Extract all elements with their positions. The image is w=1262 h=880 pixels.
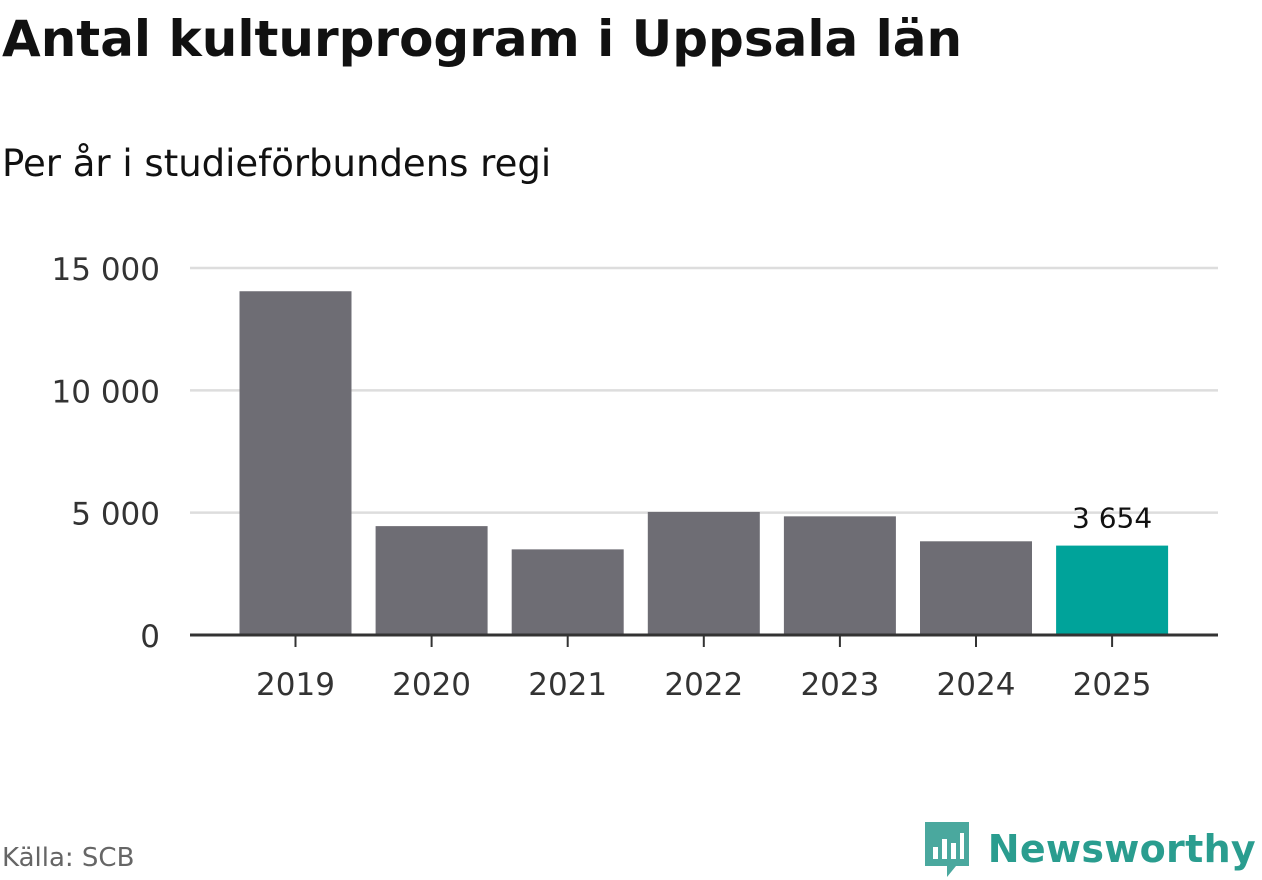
- bar-chart: 0 5 000 10 000 15 000 2019 2020 2021 2022 2023 20…: [52, 252, 1218, 703]
- x-tick-label: 2024: [937, 667, 1016, 703]
- y-tick-label: 0: [140, 619, 160, 655]
- bar: [375, 526, 488, 635]
- y-tick-label: 10 000: [52, 374, 160, 410]
- newsworthy-logo-icon: [924, 822, 969, 877]
- bar: [1056, 545, 1169, 635]
- y-tick-label: 15 000: [52, 252, 160, 288]
- x-tick-label: 2020: [392, 667, 471, 703]
- source-note: Källa: SCB: [2, 843, 135, 873]
- x-tick-label: 2021: [528, 667, 607, 703]
- brand-name: Newsworthy: [987, 827, 1256, 871]
- bar: [920, 541, 1032, 635]
- bar: [511, 549, 624, 635]
- x-tick-label: 2023: [800, 667, 879, 703]
- x-tick-label: 2022: [664, 667, 743, 703]
- x-tick-label: 2025: [1073, 667, 1152, 703]
- data-label: 3 654: [1072, 502, 1152, 535]
- chart-title: Antal kulturprogram i Uppsala län: [2, 10, 963, 68]
- bar: [647, 511, 760, 635]
- bar: [783, 516, 896, 635]
- brand-logo: Newsworthy: [922, 818, 1256, 880]
- bar: [239, 291, 352, 635]
- x-tick-label: 2019: [256, 667, 335, 703]
- y-tick-label: 5 000: [71, 497, 160, 533]
- chart-subtitle: Per år i studieförbundens regi: [2, 142, 552, 185]
